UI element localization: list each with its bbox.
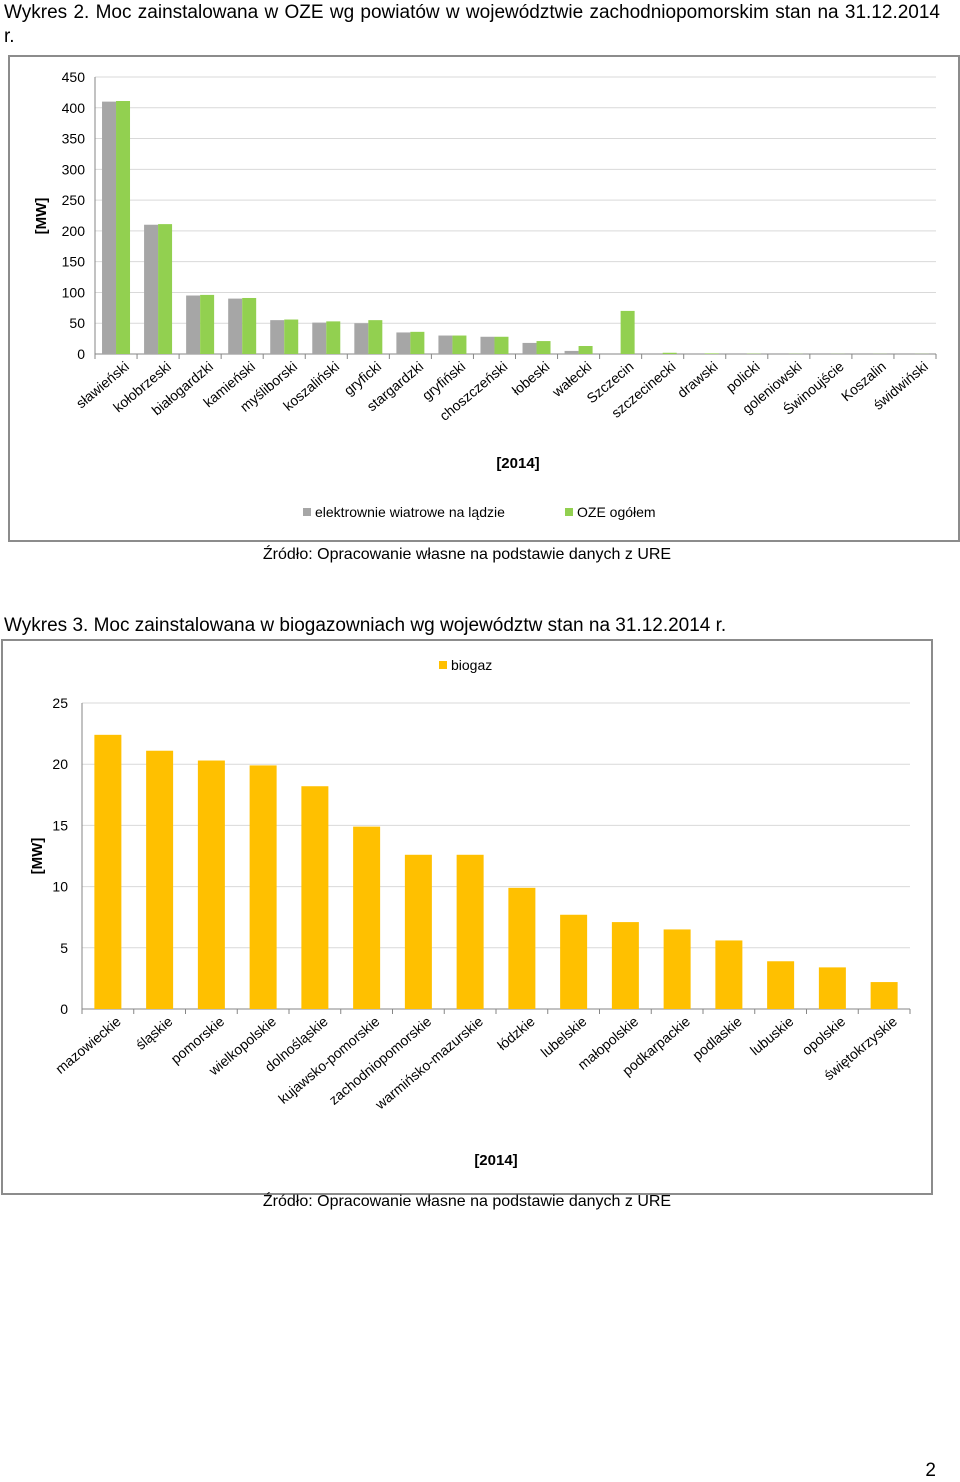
bar-biogaz — [560, 915, 587, 1009]
bar-biogaz — [819, 967, 846, 1009]
chart2-source: Źródło: Opracowanie własne na podstawie … — [0, 1193, 934, 1211]
page-number: 2 — [925, 1460, 936, 1482]
x-category-label: łódzkie — [494, 1013, 538, 1053]
legend-swatch — [439, 661, 447, 669]
bar-biogaz — [508, 888, 535, 1009]
y-tick-label: 20 — [52, 756, 68, 772]
legend-label: biogaz — [451, 657, 492, 673]
bar-biogaz — [198, 761, 225, 1009]
bar-biogaz — [353, 827, 380, 1009]
bar-biogaz — [457, 855, 484, 1009]
x-category-label: opolskie — [799, 1013, 849, 1058]
x-axis-label: [2014] — [474, 1152, 517, 1169]
bar-biogaz — [250, 765, 277, 1009]
bar-biogaz — [94, 735, 121, 1009]
y-tick-label: 25 — [52, 695, 68, 711]
y-axis-label: [MW] — [29, 838, 46, 875]
bar-biogaz — [612, 922, 639, 1009]
x-category-label: śląskie — [132, 1013, 175, 1053]
y-tick-label: 0 — [60, 1001, 68, 1017]
bar-biogaz — [405, 855, 432, 1009]
bar-biogaz — [715, 940, 742, 1009]
x-category-label: podlaskie — [689, 1013, 745, 1063]
bar-biogaz — [301, 786, 328, 1009]
bar-biogaz — [146, 751, 173, 1009]
y-tick-label: 10 — [52, 879, 68, 895]
bar-biogaz — [871, 982, 898, 1009]
y-tick-label: 5 — [60, 940, 68, 956]
bar-biogaz — [664, 929, 691, 1009]
y-tick-label: 15 — [52, 817, 68, 833]
x-category-label: lubuskie — [747, 1013, 797, 1058]
x-category-label: mazowieckie — [52, 1013, 124, 1077]
bar-biogaz — [767, 961, 794, 1009]
